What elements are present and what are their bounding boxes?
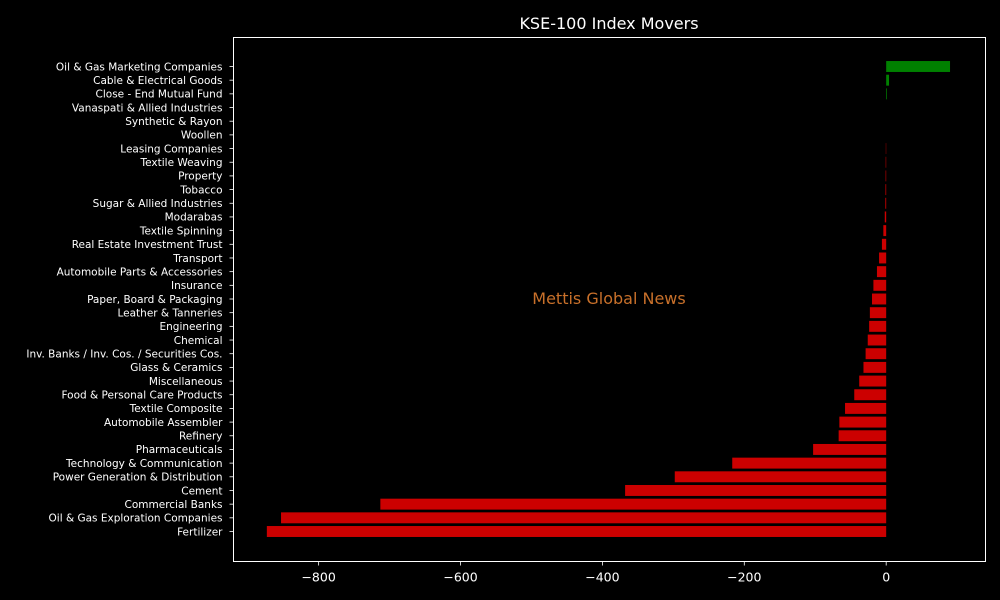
bar-11 [884,211,887,223]
bar-24 [854,389,887,401]
bar-31 [625,485,887,496]
category-label-32: Commercial Banks [125,499,223,511]
bar-34 [266,526,887,537]
category-label-6: Leasing Companies [120,143,222,155]
category-label-1: Cable & Electrical Goods [93,75,222,87]
category-label-24: Food & Personal Care Products [61,390,222,402]
bar-23 [859,375,887,387]
watermark-text: Mettis Global News [532,289,685,308]
bar-26 [839,416,887,428]
bar-16 [873,279,887,291]
bar-17 [871,293,887,305]
bar-30 [674,471,887,483]
category-label-19: Engineering [160,321,223,333]
bar-32 [380,498,887,510]
bar-0 [886,61,951,72]
category-label-3: Vanaspati & Allied Industries [72,102,223,114]
category-label-18: Leather & Tanneries [117,307,222,319]
category-label-2: Close - End Mutual Fund [96,89,223,101]
category-label-25: Textile Composite [129,403,223,415]
bar-10 [885,197,887,209]
bars-group [266,61,951,537]
x-axis-ticks: −800 −600 −400 −200 0 [301,561,890,585]
chart-title: KSE-100 Index Movers [519,14,698,33]
bar-15 [876,266,887,278]
category-label-21: Inv. Banks / Inv. Cos. / Securities Cos. [26,349,222,361]
x-tick-label-0: −800 [301,570,335,585]
category-label-12: Textile Spinning [139,225,223,237]
category-label-14: Transport [172,253,222,265]
bar-19 [869,320,887,332]
category-label-11: Modarabas [165,212,223,224]
category-label-23: Miscellaneous [149,376,223,388]
bar-28 [813,443,887,455]
category-label-10: Sugar & Allied Industries [93,198,223,210]
bar-2 [886,88,887,100]
bar-18 [869,307,887,319]
category-label-28: Pharmaceuticals [136,444,223,456]
category-label-4: Synthetic & Rayon [125,116,222,128]
category-label-30: Power Generation & Distribution [53,472,223,484]
category-label-34: Fertilizer [177,526,223,538]
x-tick-label-2: −400 [585,570,619,585]
category-label-33: Oil & Gas Exploration Companies [49,513,223,525]
category-label-9: Tobacco [179,184,222,196]
category-label-27: Refinery [179,431,223,443]
plot-area [233,37,986,562]
category-label-7: Textile Weaving [140,157,223,169]
bar-29 [732,457,887,469]
category-label-13: Real Estate Investment Trust [72,239,223,251]
category-label-22: Glass & Ceramics [130,362,222,374]
category-label-16: Insurance [171,280,223,292]
bar-12 [883,225,887,237]
category-label-15: Automobile Parts & Accessories [57,266,223,278]
bar-8 [885,170,887,182]
category-label-17: Paper, Board & Packaging [87,294,222,306]
category-label-26: Automobile Assembler [104,417,223,429]
category-label-20: Chemical [174,335,223,347]
x-tick-label-1: −600 [443,570,477,585]
category-label-0: Oil & Gas Marketing Companies [56,61,223,73]
bar-22 [863,361,887,373]
category-label-29: Technology & Communication [65,458,222,470]
bar-1 [886,74,890,86]
bar-25 [845,402,887,414]
category-label-5: Woollen [181,130,223,142]
bar-27 [838,430,887,442]
category-labels: Oil & Gas Marketing Companies Cable & Ele… [26,61,234,538]
x-tick-label-3: −200 [727,570,761,585]
bar-9 [885,184,887,196]
bar-13 [881,238,887,250]
bar-33 [281,512,887,524]
category-label-8: Property [178,171,222,183]
x-tick-label-4: 0 [882,570,890,585]
bar-21 [865,348,887,360]
category-label-31: Cement [181,485,222,497]
bar-20 [867,334,887,346]
bar-14 [879,252,887,264]
